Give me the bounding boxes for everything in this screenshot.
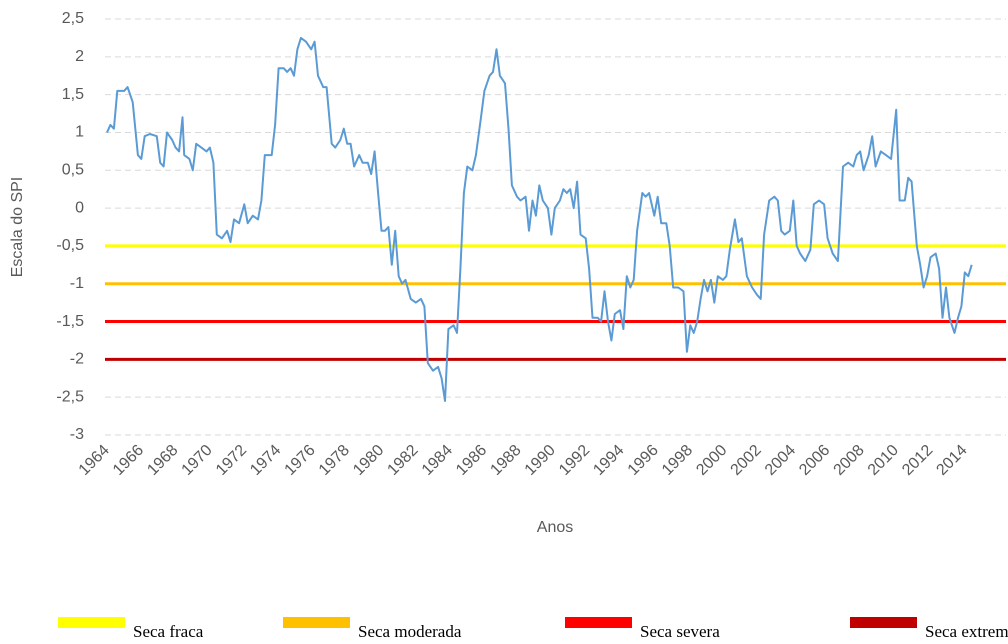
x-tick-label: 2004	[762, 442, 799, 479]
x-tick-label: 2010	[865, 442, 902, 479]
data-line	[106, 36, 973, 402]
x-tick-label: 1988	[487, 442, 524, 479]
y-tick-label: -2	[70, 351, 84, 368]
x-tick-label: 2012	[899, 442, 936, 479]
x-tick-label: 1966	[110, 442, 147, 479]
legend-label: Seca severa	[640, 622, 720, 641]
x-tick-label: 1976	[282, 442, 319, 479]
legend-swatch	[565, 617, 632, 628]
x-tick-label: 1998	[659, 442, 696, 479]
legend-swatch	[283, 617, 350, 628]
x-tick-label: 2008	[831, 442, 868, 479]
legend-swatch	[850, 617, 917, 628]
x-tick-label: 2014	[933, 442, 970, 479]
x-tick-label: 1996	[625, 442, 662, 479]
x-tick-label: 1978	[316, 442, 353, 479]
legend-label: Seca extrema	[925, 622, 1008, 641]
y-tick-label: -1	[70, 275, 84, 292]
x-tick-label: 1968	[144, 442, 181, 479]
x-tick-label: 1982	[384, 442, 421, 479]
y-tick-label: -3	[70, 426, 84, 443]
y-tick-label: 2	[75, 48, 84, 65]
x-tick-label: 1986	[453, 442, 490, 479]
x-tick-label: 1990	[522, 442, 559, 479]
x-axis-title: Anos	[537, 519, 573, 536]
y-tick-label: 1,5	[62, 86, 84, 103]
x-tick-label: 1984	[419, 442, 456, 479]
y-tick-label: -0,5	[56, 237, 84, 254]
x-tick-label: 2006	[796, 442, 833, 479]
legend-label: Seca moderada	[358, 622, 462, 641]
x-tick-label: 1972	[213, 442, 250, 479]
legend-label: Seca fraca	[133, 622, 204, 641]
legend-swatch	[58, 617, 125, 628]
x-tick-label: 1964	[76, 442, 113, 479]
y-tick-label: 0,5	[62, 161, 84, 178]
y-tick-label: -1,5	[56, 313, 84, 330]
y-tick-label: 1	[75, 124, 84, 141]
x-tick-label: 1992	[556, 442, 593, 479]
x-tick-label: 1974	[247, 442, 284, 479]
y-axis-title: Escala do SPI	[9, 177, 26, 278]
x-tick-label: 1980	[350, 442, 387, 479]
x-tick-label: 1994	[590, 442, 627, 479]
x-tick-label: 2000	[693, 442, 730, 479]
y-tick-label: 2,5	[62, 10, 84, 27]
x-tick-label: 2002	[728, 442, 765, 479]
x-tick-label: 1970	[179, 442, 216, 479]
y-tick-label: 0	[75, 199, 84, 216]
y-tick-label: -2,5	[56, 388, 84, 405]
